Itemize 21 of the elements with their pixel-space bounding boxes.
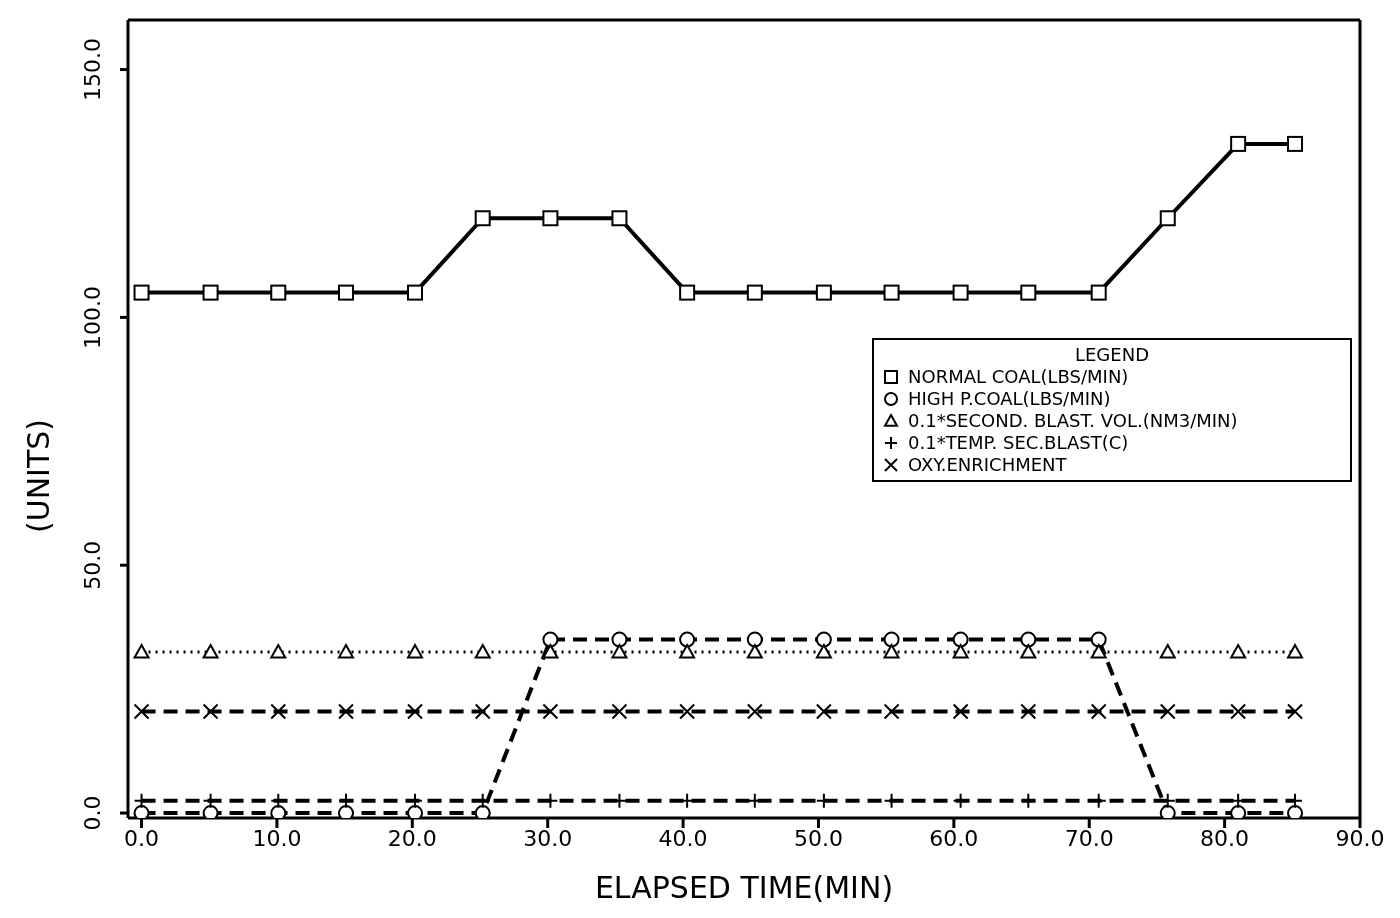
x-tick-label: 80.0 — [1200, 825, 1250, 851]
legend-label: OXY.ENRICHMENT — [908, 454, 1067, 476]
x-tick-label: 60.0 — [929, 825, 979, 851]
legend-label: HIGH P.COAL(LBS/MIN) — [908, 388, 1111, 410]
x-tick-label: 90.0 — [1335, 825, 1385, 851]
y-axis-title: (UNITS) — [20, 419, 56, 534]
y-tick-label: 100.0 — [80, 285, 105, 349]
x-axis-title: ELAPSED TIME(MIN) — [594, 870, 894, 905]
legend-label: 0.1*SECOND. BLAST. VOL.(NM3/MIN) — [908, 410, 1238, 432]
x-tick-label: 50.0 — [793, 825, 843, 851]
legend-title: LEGEND — [1073, 344, 1151, 366]
y-tick-label: 150.0 — [80, 38, 105, 102]
x-tick-label: 10.0 — [252, 825, 302, 851]
legend-label: NORMAL COAL(LBS/MIN) — [908, 366, 1129, 388]
x-tick-label: 70.0 — [1064, 825, 1114, 851]
x-tick-label: 0.0 — [124, 825, 160, 851]
y-tick-label: 50.0 — [80, 540, 105, 590]
x-tick-label: 30.0 — [523, 825, 573, 851]
legend-label: 0.1*TEMP. SEC.BLAST(C) — [908, 432, 1129, 454]
x-tick-label: 20.0 — [387, 825, 437, 851]
x-tick-label: 40.0 — [658, 825, 708, 851]
